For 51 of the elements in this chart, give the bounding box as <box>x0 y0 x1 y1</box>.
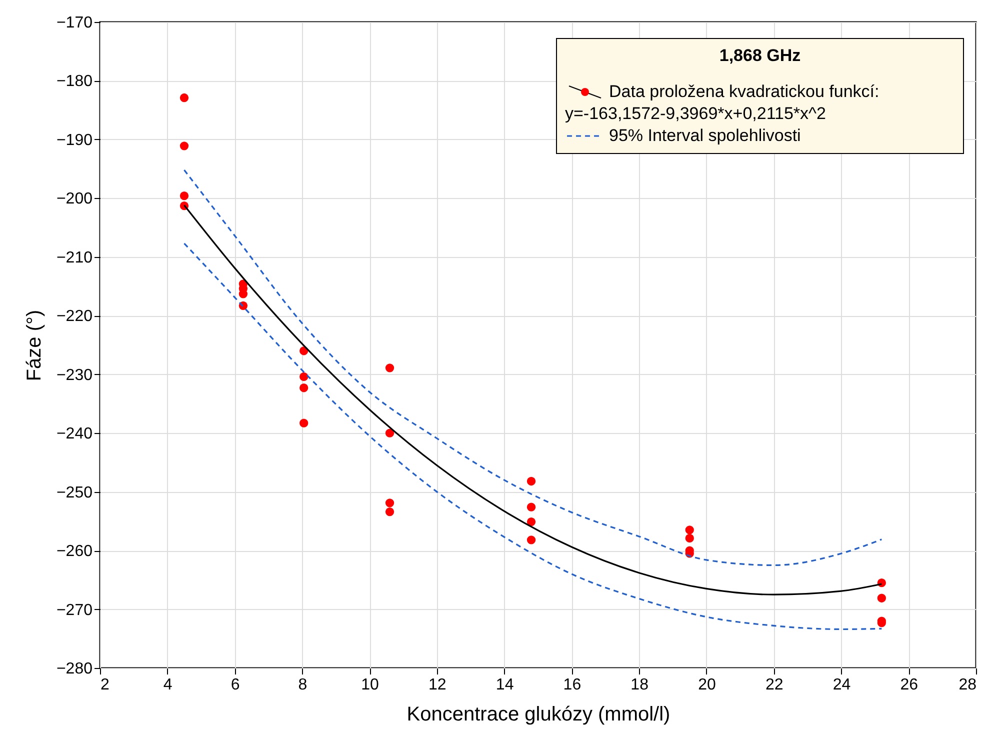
y-tick-label: −200 <box>56 190 93 208</box>
point <box>385 507 394 516</box>
x-axis-title: Koncentrace glukózy (mmol/l) <box>406 704 670 726</box>
legend-label: Data proložena kvadratickou funkcí: <box>609 81 880 103</box>
line-series <box>183 242 882 630</box>
y-axis-title: Fáze (°) <box>23 310 46 382</box>
y-tick-label: −170 <box>56 14 93 32</box>
x-tick-label: 28 <box>958 676 977 694</box>
point <box>180 192 189 200</box>
x-tick-label: 24 <box>832 676 851 694</box>
annotation: y=-163,1572-9,3969*x+0,2115*x^2 <box>565 103 827 125</box>
x-tick-label: 16 <box>563 676 582 694</box>
x-tick-label: 18 <box>630 676 649 694</box>
x-tick-label: 22 <box>765 676 784 694</box>
y-tick-label: −280 <box>56 660 93 678</box>
line-series <box>183 169 882 566</box>
point <box>526 502 536 512</box>
x-tick-label: 20 <box>698 676 716 694</box>
y-tick-label: −260 <box>56 543 93 560</box>
y-tick-label: −250 <box>56 484 93 502</box>
point <box>385 428 394 438</box>
y-tick-label: −210 <box>56 249 93 266</box>
point <box>385 498 394 508</box>
point <box>526 476 536 486</box>
x-tick-label: 14 <box>496 676 514 694</box>
x-tick-label: 2 <box>100 676 110 694</box>
point <box>300 372 308 382</box>
point <box>385 364 394 372</box>
point <box>877 594 886 602</box>
point <box>685 534 694 543</box>
point <box>300 384 308 392</box>
x-tick-label: 10 <box>361 676 380 694</box>
legend-label: 95% Interval spolehlivosti <box>609 125 801 147</box>
x-tick-label: 6 <box>230 676 240 694</box>
y-tick-label: −270 <box>56 602 93 619</box>
y-tick-label: −220 <box>56 308 93 326</box>
y-tick-label: −240 <box>56 426 93 443</box>
point <box>685 526 694 534</box>
point <box>300 418 308 428</box>
point <box>180 142 189 150</box>
point <box>180 93 189 102</box>
y-tick-label: −180 <box>56 73 93 90</box>
legend-title: 1,868 GHz <box>718 45 802 67</box>
y-tick-label: −190 <box>56 132 93 149</box>
x-tick-label: 4 <box>163 676 172 694</box>
point <box>526 517 536 526</box>
point <box>526 536 536 544</box>
x-tick-label: 26 <box>900 676 918 694</box>
x-tick-label: 12 <box>428 676 446 694</box>
x-tick-label: 8 <box>298 676 308 694</box>
y-tick-label: −230 <box>56 366 93 384</box>
